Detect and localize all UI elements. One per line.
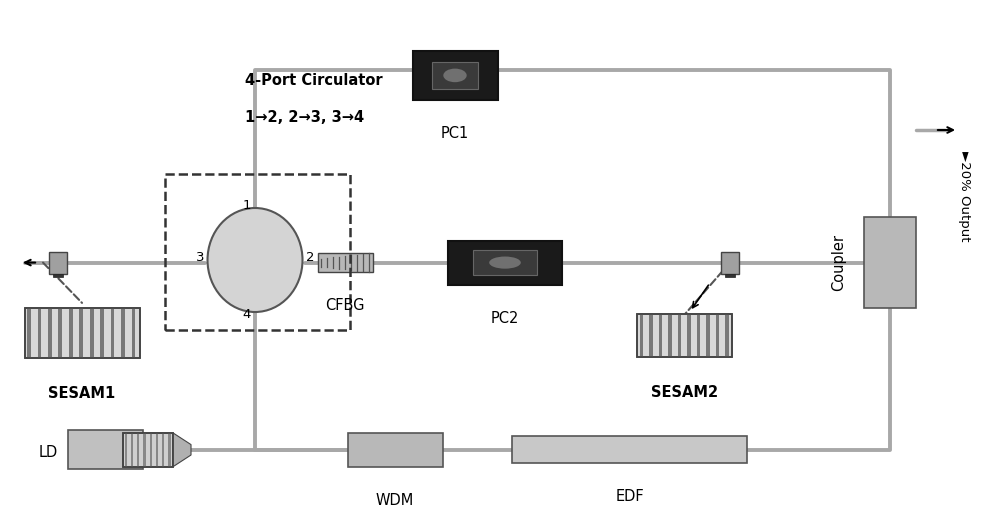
Text: Coupler: Coupler xyxy=(831,234,846,291)
Polygon shape xyxy=(173,433,191,467)
Bar xyxy=(637,314,732,357)
Bar xyxy=(640,314,643,357)
Bar xyxy=(659,314,662,357)
Bar xyxy=(162,433,164,467)
Bar xyxy=(156,433,158,467)
Text: EDF: EDF xyxy=(616,489,644,504)
Bar xyxy=(111,308,114,358)
Bar xyxy=(432,62,478,89)
Bar xyxy=(165,174,350,330)
Bar xyxy=(143,433,146,467)
Bar xyxy=(38,308,41,358)
Text: 3: 3 xyxy=(196,251,204,264)
Bar xyxy=(132,308,135,358)
Bar xyxy=(123,433,173,467)
Bar xyxy=(100,308,104,358)
Text: SESAM2: SESAM2 xyxy=(651,385,719,400)
Bar xyxy=(90,308,94,358)
Bar xyxy=(413,51,498,100)
Bar xyxy=(678,314,681,357)
Text: ►20% Output: ►20% Output xyxy=(958,151,971,242)
Text: 1→2, 2→3, 3→4: 1→2, 2→3, 3→4 xyxy=(245,110,364,124)
Text: 2: 2 xyxy=(306,251,314,264)
Bar xyxy=(473,251,537,275)
Bar xyxy=(150,433,152,467)
Bar xyxy=(318,253,373,272)
Text: WDM: WDM xyxy=(376,493,414,508)
Bar xyxy=(864,217,916,308)
Text: 4-Port Circulator: 4-Port Circulator xyxy=(245,73,383,88)
Bar xyxy=(125,433,127,467)
Bar xyxy=(137,433,139,467)
Bar xyxy=(168,433,171,467)
Text: CFBG: CFBG xyxy=(325,298,365,314)
Text: PC1: PC1 xyxy=(441,126,469,141)
Bar xyxy=(123,433,173,467)
Text: SESAM1: SESAM1 xyxy=(48,386,116,401)
Bar xyxy=(687,314,691,357)
Bar xyxy=(697,314,700,357)
Bar xyxy=(68,431,143,469)
Text: PC2: PC2 xyxy=(491,310,519,326)
Bar xyxy=(448,240,562,284)
Text: LD: LD xyxy=(38,445,58,460)
Bar xyxy=(53,274,63,277)
Bar xyxy=(25,308,140,358)
Bar xyxy=(348,433,443,467)
Bar xyxy=(69,308,73,358)
Bar xyxy=(721,252,739,274)
Bar xyxy=(649,314,653,357)
Bar xyxy=(716,314,719,357)
Bar xyxy=(725,274,735,277)
Bar xyxy=(725,314,729,357)
Ellipse shape xyxy=(443,69,467,82)
Bar xyxy=(58,308,62,358)
Bar xyxy=(131,433,133,467)
Bar xyxy=(48,308,52,358)
Bar xyxy=(121,308,125,358)
Bar xyxy=(27,308,31,358)
Bar xyxy=(668,314,672,357)
Bar xyxy=(25,308,140,358)
Ellipse shape xyxy=(208,208,303,312)
Bar xyxy=(79,308,83,358)
Bar xyxy=(49,252,67,274)
Ellipse shape xyxy=(489,256,521,269)
Text: 1: 1 xyxy=(243,199,251,212)
Bar xyxy=(706,314,710,357)
Bar xyxy=(512,436,747,463)
Bar xyxy=(637,314,732,357)
Text: 4: 4 xyxy=(243,308,251,321)
